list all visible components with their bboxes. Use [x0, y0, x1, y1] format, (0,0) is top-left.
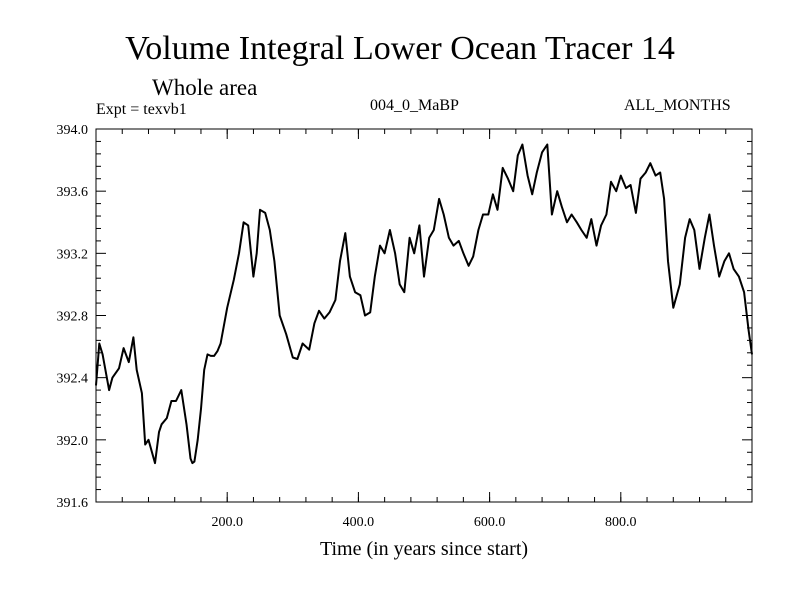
- months-label: ALL_MONTHS: [624, 97, 731, 114]
- x-tick-label: 200.0: [211, 515, 243, 530]
- x-tick-label: 400.0: [343, 515, 375, 530]
- x-tick-label: 600.0: [474, 515, 506, 530]
- axis-ticks: [96, 128, 752, 503]
- axis-tick-labels: 200.0 400.0 600.0 800.0 391.6 392.0 392.4 392.8…: [57, 123, 637, 530]
- period-label: 004_0_MaBP: [370, 97, 459, 114]
- x-tick-label: 800.0: [605, 515, 637, 530]
- y-tick-label: 391.6: [57, 496, 89, 511]
- y-tick-label: 393.2: [57, 247, 89, 262]
- plot-frame: [95, 128, 753, 503]
- y-tick-label: 392.0: [57, 434, 89, 449]
- chart-title: Volume Integral Lower Ocean Tracer 14: [125, 30, 675, 67]
- experiment-label: Expt = texvb1: [96, 101, 187, 118]
- y-tick-label: 393.6: [57, 185, 89, 200]
- y-tick-label: 394.0: [57, 123, 89, 138]
- chart-subtitle: Whole area: [152, 75, 258, 100]
- y-tick-label: 392.4: [57, 372, 89, 387]
- series-line: [95, 143, 753, 465]
- x-axis-label: Time (in years since start): [320, 538, 528, 560]
- y-tick-label: 392.8: [57, 310, 89, 325]
